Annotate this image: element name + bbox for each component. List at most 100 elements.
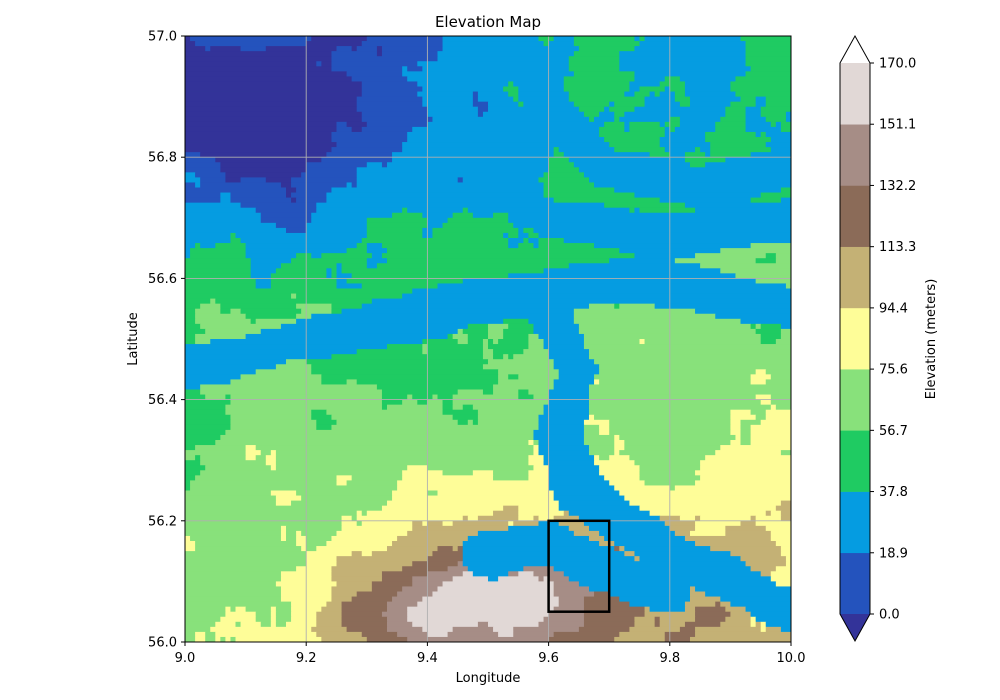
terrain-cell xyxy=(185,299,211,304)
terrain-cell xyxy=(453,405,464,410)
terrain-cell xyxy=(230,379,321,384)
terrain-cell xyxy=(337,480,348,485)
terrain-cell xyxy=(316,632,362,637)
terrain-cell xyxy=(751,612,792,617)
terrain-cell xyxy=(392,157,549,162)
terrain-cell xyxy=(533,329,579,334)
terrain-cell xyxy=(185,238,231,243)
terrain-cell xyxy=(342,612,383,617)
terrain-cell xyxy=(539,622,585,627)
terrain-cell xyxy=(286,193,291,198)
terrain-cell xyxy=(432,233,503,238)
terrain-cell xyxy=(306,536,332,541)
terrain-cell xyxy=(342,526,413,531)
terrain-cell xyxy=(670,526,696,531)
colorbar-tick-label: 94.4 xyxy=(879,301,908,316)
terrain-cell xyxy=(342,617,388,622)
terrain-cell xyxy=(695,309,791,314)
terrain-cell xyxy=(316,425,332,430)
terrain-cell xyxy=(761,420,792,425)
terrain-cell xyxy=(321,374,498,379)
terrain-cell xyxy=(276,455,529,460)
terrain-cell xyxy=(670,127,675,132)
colorbar-tick-label: 113.3 xyxy=(879,240,916,255)
terrain-cell xyxy=(725,112,746,117)
terrain-cell xyxy=(493,475,529,480)
terrain-cell xyxy=(533,440,538,445)
terrain-cell xyxy=(331,592,357,597)
terrain-cell xyxy=(352,127,363,132)
terrain-cell xyxy=(185,627,211,632)
terrain-cell xyxy=(766,142,792,147)
terrain-cell xyxy=(296,531,301,536)
terrain-cell xyxy=(619,450,715,455)
terrain-cell xyxy=(367,243,383,248)
terrain-cell xyxy=(422,102,473,107)
terrain-cell xyxy=(362,521,413,526)
terrain-cell xyxy=(629,127,665,132)
terrain-cell xyxy=(453,213,474,218)
terrain-cell xyxy=(463,329,489,334)
terrain-cell xyxy=(296,294,402,299)
terrain-cell xyxy=(185,607,226,612)
terrain-cell xyxy=(725,531,771,536)
terrain-cell xyxy=(554,581,580,586)
terrain-cell xyxy=(185,571,281,576)
terrain-cell xyxy=(599,430,610,435)
terrain-cell xyxy=(331,137,407,142)
terrain-cell xyxy=(660,198,751,203)
terrain-cell xyxy=(438,283,787,288)
terrain-cell xyxy=(402,208,407,213)
elevation-map[interactable] xyxy=(185,36,791,642)
terrain-cell xyxy=(493,339,498,344)
terrain-cell xyxy=(347,248,368,253)
colorbar-under-extension xyxy=(840,614,870,641)
terrain-cell xyxy=(185,374,241,379)
terrain-cell xyxy=(528,460,544,465)
terrain-cell xyxy=(655,92,660,97)
terrain-cell xyxy=(357,177,458,182)
terrain-cell xyxy=(453,334,469,339)
terrain-cell xyxy=(766,253,777,258)
terrain-cell xyxy=(367,162,383,167)
terrain-cell xyxy=(624,546,710,551)
terrain-cell xyxy=(640,87,666,92)
terrain-cell xyxy=(195,172,226,177)
terrain-cell xyxy=(427,491,438,496)
terrain-cell xyxy=(185,506,382,511)
terrain-cell xyxy=(402,475,493,480)
terrain-cell xyxy=(367,263,378,268)
terrain-cell xyxy=(392,213,423,218)
terrain-cell xyxy=(559,147,615,152)
terrain-cell xyxy=(730,440,741,445)
terrain-cell xyxy=(533,228,791,233)
terrain-cell xyxy=(751,440,792,445)
terrain-cell xyxy=(468,324,489,329)
terrain-cell xyxy=(634,617,655,622)
terrain-cell xyxy=(185,304,201,309)
terrain-cell xyxy=(544,410,590,415)
terrain-cell xyxy=(296,491,392,496)
terrain-cell xyxy=(766,622,792,627)
terrain-cell xyxy=(367,36,443,41)
terrain-cell xyxy=(296,188,332,193)
terrain-cell xyxy=(190,485,397,490)
terrain-cell xyxy=(190,36,312,41)
terrain-cell xyxy=(559,501,630,506)
terrain-cell xyxy=(776,566,792,571)
terrain-cell xyxy=(518,374,559,379)
terrain-cell xyxy=(281,526,286,531)
terrain-cell xyxy=(321,379,347,384)
terrain-cell xyxy=(311,314,574,319)
terrain-cell xyxy=(528,233,539,238)
terrain-cell xyxy=(367,233,423,238)
terrain-cell xyxy=(599,531,675,536)
terrain-cell xyxy=(549,400,590,405)
colorbar-segment xyxy=(840,553,870,615)
terrain-cell xyxy=(271,607,276,612)
terrain-cell xyxy=(756,521,792,526)
terrain-cell xyxy=(185,491,271,496)
terrain-cell xyxy=(549,167,580,172)
terrain-cell xyxy=(342,263,368,268)
